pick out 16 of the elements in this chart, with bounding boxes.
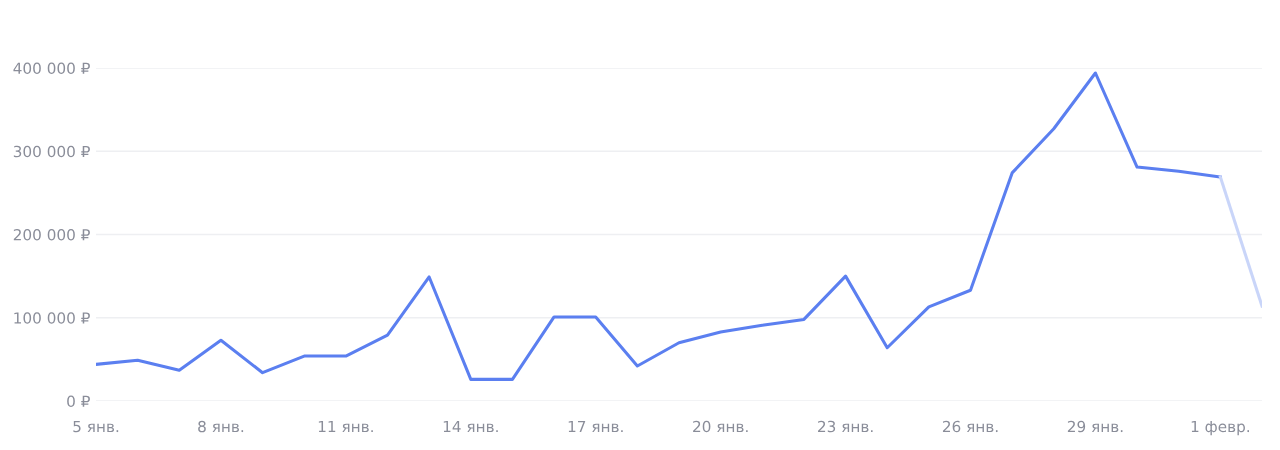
x-tick-label: 1 февр. (1191, 420, 1250, 436)
x-tick-label: 5 янв. (73, 420, 119, 433)
x-tick-label: 11 янв. (318, 420, 373, 433)
line-series (96, 71, 1222, 381)
y-tick-label: 100 000 ₽ (14, 312, 90, 324)
x-tick-label: 20 янв. (693, 420, 748, 433)
y-tick-label: 400 000 ₽ (13, 62, 90, 75)
x-tick-label: 8 янв. (198, 420, 244, 433)
y-tick-label: 0 ₽ (67, 395, 90, 408)
x-tick-label: 17 янв. (568, 420, 623, 433)
y-tick-label: 300 000 ₽ (13, 145, 90, 158)
y-tick-label: 200 000 ₽ (13, 228, 90, 241)
x-tick-label: 14 янв. (443, 420, 498, 433)
x-tick-label: 29 янв. (1067, 420, 1123, 433)
x-tick-label: 23 янв. (818, 420, 873, 433)
x-tick-label: 26 янв. (942, 420, 998, 433)
